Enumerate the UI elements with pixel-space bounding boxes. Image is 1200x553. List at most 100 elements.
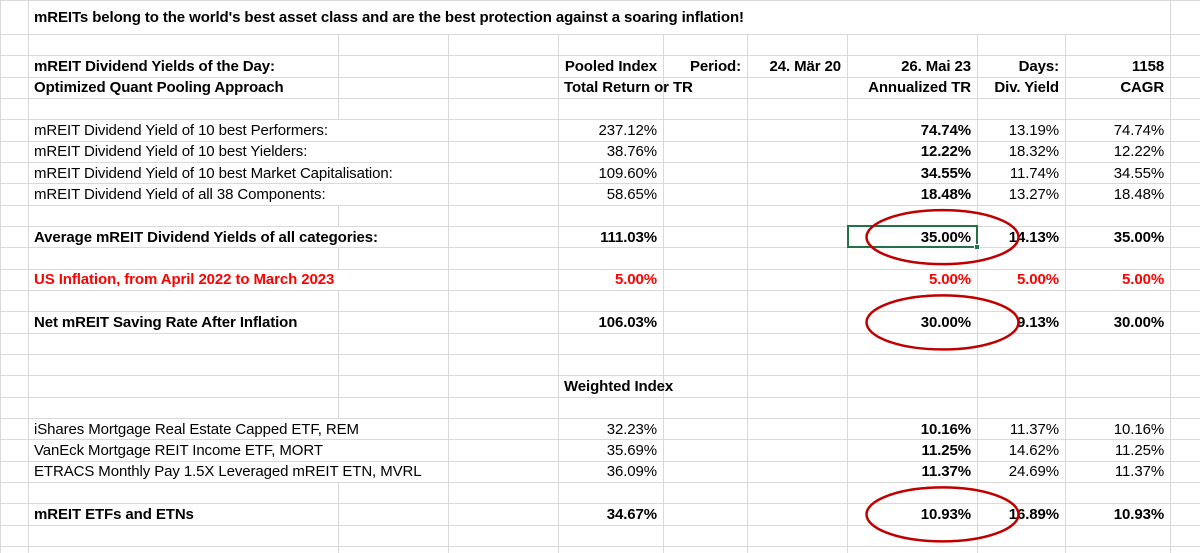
cell-F13[interactable]	[663, 268, 748, 291]
cell-G20[interactable]	[747, 417, 848, 441]
cell-J10[interactable]	[1064, 204, 1172, 227]
cell-K26[interactable]	[1170, 545, 1200, 553]
cell-A24[interactable]	[0, 503, 29, 526]
cell-E15[interactable]: 106.03%	[558, 311, 664, 334]
cell-G6[interactable]	[747, 119, 848, 142]
cell-F14[interactable]	[663, 289, 748, 313]
cell-D2[interactable]	[448, 33, 559, 57]
cell-K7[interactable]	[1170, 140, 1200, 163]
cell-E4[interactable]: Total Return or TR	[558, 76, 693, 99]
cell-H18[interactable]	[847, 375, 978, 398]
cell-D13[interactable]	[448, 268, 559, 291]
cell-K3[interactable]	[1170, 55, 1200, 78]
cell-H17[interactable]	[847, 353, 978, 377]
cell-J4[interactable]: CAGR	[1064, 76, 1172, 99]
cell-K22[interactable]	[1170, 460, 1200, 483]
cell-J13[interactable]: 5.00%	[1064, 268, 1172, 291]
cell-H26[interactable]	[847, 545, 978, 553]
cell-E17[interactable]	[558, 353, 664, 377]
cell-B17[interactable]	[28, 353, 339, 377]
cell-I21[interactable]: 14.62%	[977, 439, 1066, 462]
cell-B15[interactable]: Net mREIT Saving Rate After Inflation	[28, 311, 339, 334]
cell-F12[interactable]	[663, 247, 748, 270]
cell-I23[interactable]	[977, 481, 1066, 505]
cell-A5[interactable]	[0, 97, 29, 121]
cell-E22[interactable]: 36.09%	[558, 460, 664, 483]
cell-C19[interactable]	[338, 396, 449, 419]
cell-H10[interactable]	[847, 204, 978, 227]
cell-G5[interactable]	[747, 97, 848, 121]
cell-D9[interactable]	[448, 183, 559, 206]
cell-H9[interactable]: 18.48%	[847, 183, 978, 206]
cell-J25[interactable]	[1064, 524, 1172, 547]
cell-B8[interactable]: mREIT Dividend Yield of 10 best Market C…	[28, 161, 449, 185]
cell-F6[interactable]	[663, 119, 748, 142]
cell-G11[interactable]	[747, 225, 848, 249]
cell-K25[interactable]	[1170, 524, 1200, 547]
cell-A22[interactable]	[0, 460, 29, 483]
cell-I25[interactable]	[977, 524, 1066, 547]
cell-D17[interactable]	[448, 353, 559, 377]
cell-C5[interactable]	[338, 97, 449, 121]
cell-C17[interactable]	[338, 353, 449, 377]
cell-I14[interactable]	[977, 289, 1066, 313]
cell-H2[interactable]	[847, 33, 978, 57]
cell-J24[interactable]: 10.93%	[1064, 503, 1172, 526]
cell-J18[interactable]	[1064, 375, 1172, 398]
cell-I12[interactable]	[977, 247, 1066, 270]
cell-A4[interactable]	[0, 76, 29, 99]
cell-I5[interactable]	[977, 97, 1066, 121]
cell-K23[interactable]	[1170, 481, 1200, 505]
cell-E7[interactable]: 38.76%	[558, 140, 664, 163]
cell-E16[interactable]	[558, 332, 664, 355]
cell-D26[interactable]	[448, 545, 559, 553]
cell-H13[interactable]: 5.00%	[847, 268, 978, 291]
cell-F21[interactable]	[663, 439, 748, 462]
cell-D8[interactable]	[448, 161, 559, 185]
cell-I15[interactable]: 9.13%	[977, 311, 1066, 334]
cell-E21[interactable]: 35.69%	[558, 439, 664, 462]
cell-K1[interactable]	[1170, 0, 1200, 35]
cell-F24[interactable]	[663, 503, 748, 526]
cell-A25[interactable]	[0, 524, 29, 547]
cell-A9[interactable]	[0, 183, 29, 206]
cell-K5[interactable]	[1170, 97, 1200, 121]
cell-A6[interactable]	[0, 119, 29, 142]
cell-A19[interactable]	[0, 396, 29, 419]
cell-K6[interactable]	[1170, 119, 1200, 142]
cell-J5[interactable]	[1064, 97, 1172, 121]
cell-H20[interactable]: 10.16%	[847, 417, 978, 441]
cell-F17[interactable]	[663, 353, 748, 377]
cell-C2[interactable]	[338, 33, 449, 57]
cell-B5[interactable]	[28, 97, 339, 121]
cell-A11[interactable]	[0, 225, 29, 249]
cell-G15[interactable]	[747, 311, 848, 334]
cell-J11[interactable]: 35.00%	[1064, 225, 1172, 249]
cell-H4[interactable]: Annualized TR	[847, 76, 978, 99]
cell-K24[interactable]	[1170, 503, 1200, 526]
cell-B9[interactable]: mREIT Dividend Yield of all 38 Component…	[28, 183, 449, 206]
cell-F25[interactable]	[663, 524, 748, 547]
cell-E11[interactable]: 111.03%	[558, 225, 664, 249]
cell-A7[interactable]	[0, 140, 29, 163]
cell-A2[interactable]	[0, 33, 29, 57]
cell-K17[interactable]	[1170, 353, 1200, 377]
cell-B21[interactable]: VanEck Mortgage REIT Income ETF, MORT	[28, 439, 449, 462]
cell-E6[interactable]: 237.12%	[558, 119, 664, 142]
cell-J15[interactable]: 30.00%	[1064, 311, 1172, 334]
cell-H22[interactable]: 11.37%	[847, 460, 978, 483]
cell-F5[interactable]	[663, 97, 748, 121]
cell-G25[interactable]	[747, 524, 848, 547]
cell-J23[interactable]	[1064, 481, 1172, 505]
cell-A23[interactable]	[0, 481, 29, 505]
cell-J14[interactable]	[1064, 289, 1172, 313]
cell-E9[interactable]: 58.65%	[558, 183, 664, 206]
cell-C24[interactable]	[338, 503, 449, 526]
cell-D6[interactable]	[448, 119, 559, 142]
cell-G19[interactable]	[747, 396, 848, 419]
cell-I22[interactable]: 24.69%	[977, 460, 1066, 483]
cell-H16[interactable]	[847, 332, 978, 355]
cell-I16[interactable]	[977, 332, 1066, 355]
cell-K11[interactable]	[1170, 225, 1200, 249]
cell-G22[interactable]	[747, 460, 848, 483]
